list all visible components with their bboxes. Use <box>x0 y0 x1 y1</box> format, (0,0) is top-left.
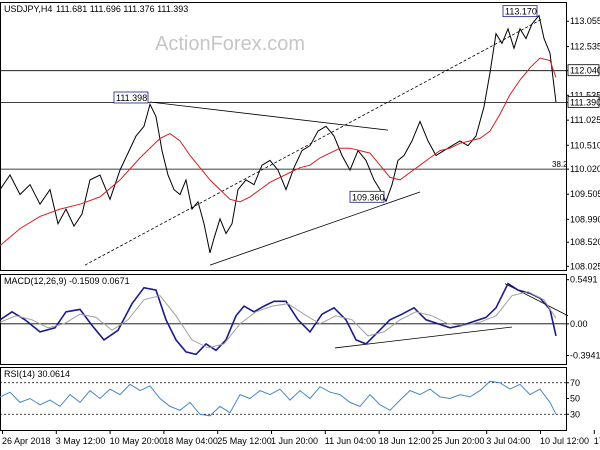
x-tick-label: 10 May 20:00 <box>110 436 165 446</box>
symbol-label: USDJPY,H4 <box>4 4 52 14</box>
price-series-price <box>0 14 557 254</box>
price-y-tick-label: 111.390 <box>570 97 600 107</box>
rsi-y-tick-label: 50 <box>570 394 580 404</box>
price-y-tick-label: 110.020 <box>570 164 600 174</box>
macd-y-tick-label: 0.00 <box>570 319 588 329</box>
macd-trendline <box>334 326 513 349</box>
price-y-tick-label: 112.535 <box>570 42 600 52</box>
price-trendline <box>209 191 421 266</box>
price-frame <box>0 2 567 271</box>
x-tick-label: 3 May 12:00 <box>56 436 106 446</box>
macd-y-tick-label: -0.3941 <box>570 350 600 360</box>
price-panel: ActionForex.com 113.055 112.535 112.040 111.… <box>0 2 600 271</box>
rsi-frame <box>0 367 567 431</box>
price-annotation-label: 111.398 <box>116 93 147 103</box>
rsi-series-rsi <box>0 380 557 417</box>
price-annotation-label: 113.170 <box>505 7 537 17</box>
price-trendline <box>149 101 389 131</box>
fib-level-label: 38.2 <box>552 160 568 169</box>
x-tick-label: 26 Apr 2018 <box>2 436 51 446</box>
price-series-ma <box>0 57 557 246</box>
x-tick-label: 25 May 12:00 <box>217 436 272 446</box>
price-y-tick-box <box>567 95 600 108</box>
watermark: ActionForex.com <box>155 33 305 55</box>
price-y-tick-label: 110.510 <box>570 140 600 150</box>
price-y-tick-label: 108.990 <box>570 214 600 224</box>
rsi-header-label: RSI(14) 30.0614 <box>4 369 70 379</box>
rsi-panel: 70 50 30 RSI(14) 30.0614 <box>0 367 580 431</box>
macd-y-tick-label: 0.5491 <box>570 275 598 285</box>
price-y-tick-label: 109.505 <box>570 189 600 199</box>
x-tick-label: 25 Jun 20:00 <box>432 436 484 446</box>
price-y-tick-label: 113.055 <box>570 16 600 26</box>
x-tick-label: 10 Jul 12:00 <box>540 436 589 446</box>
price-y-tick-box <box>567 64 600 77</box>
price-annotation-label: 109.360 <box>352 192 385 202</box>
price-y-tick-label: 111.025 <box>570 115 600 125</box>
price-annotation-box <box>502 5 538 18</box>
macd-header-label: MACD(12,26,9) -0.1509 0.0671 <box>4 276 130 286</box>
x-tick-label: 11 Jun 04:00 <box>325 436 376 446</box>
price-y-tick-label: 108.025 <box>570 261 600 271</box>
rsi-y-tick-label: 30 <box>570 409 580 419</box>
ohlc-readout: 111.681 111.696 111.376 111.393 <box>56 4 188 14</box>
macd-panel: 0.5491 0.00 -0.3941 MACD(12,26,9) -0.1509 0… <box>0 274 600 365</box>
price-y-tick-label: 111.535 <box>570 90 600 100</box>
x-tick-label: 18 May 04:00 <box>163 436 218 446</box>
macd-series-signal <box>0 291 557 349</box>
x-tick-label: 1 Jun 20:00 <box>271 436 318 446</box>
x-tick-label: 17 Jul 20:00 <box>594 436 600 446</box>
x-tick-label: 18 Jun 12:00 <box>379 436 431 446</box>
price-annotation-box <box>349 190 385 203</box>
macd-series-macd <box>0 282 557 356</box>
x-tick-label: 3 Jul 04:00 <box>486 436 530 446</box>
rsi-y-tick-label: 70 <box>570 378 580 388</box>
price-trendline <box>84 18 543 266</box>
price-y-tick-label: 108.520 <box>570 237 600 247</box>
price-annotation-box <box>113 91 149 104</box>
x-axis: 26 Apr 2018 3 May 12:00 10 May 20:00 18 May… <box>2 430 600 446</box>
price-y-tick-label: 112.040 <box>570 66 600 76</box>
